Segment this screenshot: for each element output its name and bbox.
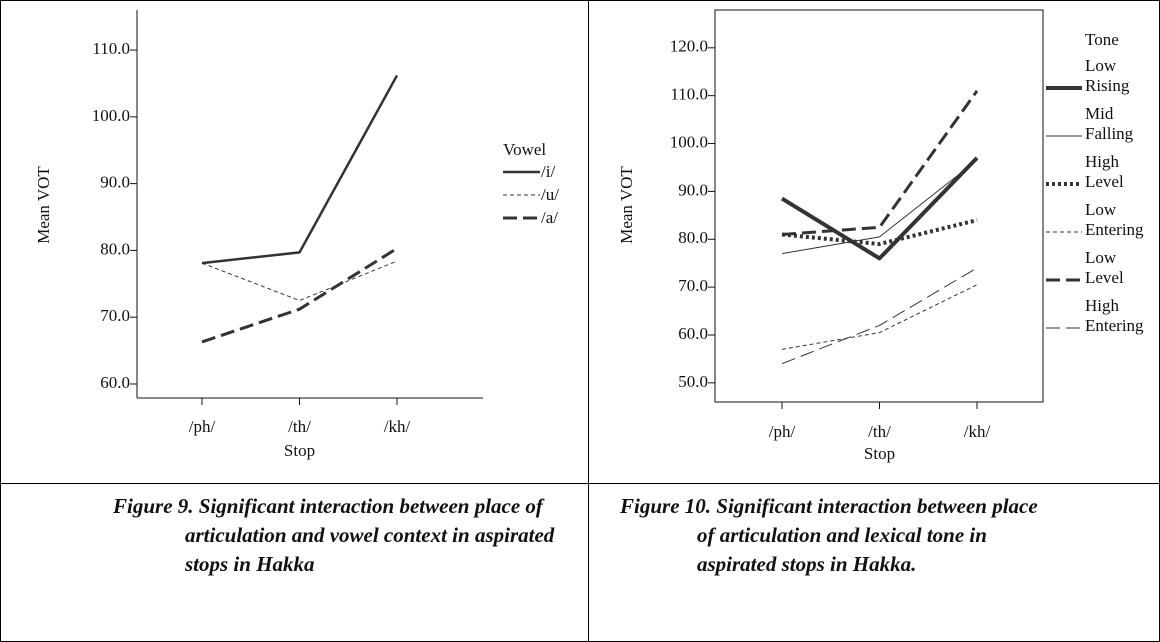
y-tick-label: 80.0 (100, 239, 130, 258)
y-tick-label: 80.0 (678, 228, 708, 247)
y-tick-label: 70.0 (100, 306, 130, 325)
legend-label: /i/ (541, 162, 556, 181)
x-tick-label: /kh/ (384, 417, 411, 436)
y-tick-label: 120.0 (670, 37, 708, 56)
legend-title: Tone (1085, 30, 1119, 49)
y-tick-label: 110.0 (92, 39, 130, 58)
x-tick-label: /th/ (868, 422, 891, 441)
y-tick-label: 90.0 (100, 173, 130, 192)
series-line (201, 74, 399, 265)
y-axis-label: Mean VOT (34, 166, 53, 244)
y-tick-label: 60.0 (678, 324, 708, 343)
y-tick-label: 70.0 (678, 276, 708, 295)
y-tick-label: 50.0 (678, 372, 708, 391)
figure-caption: Figure 10. Significant interaction betwe… (620, 494, 1038, 576)
series-line (781, 159, 978, 255)
x-axis-label: Stop (284, 441, 315, 460)
figure-caption: Figure 9. Significant interaction betwee… (113, 494, 555, 576)
legend-label: /a/ (541, 208, 558, 227)
legend-label: High Entering (1085, 296, 1144, 335)
x-tick-label: /kh/ (964, 422, 991, 441)
legend-label: Low Rising (1085, 56, 1130, 95)
legend-label: Low Entering (1085, 200, 1144, 239)
row-divider (0, 483, 1160, 484)
series-line (781, 284, 978, 350)
x-tick-label: /ph/ (189, 417, 216, 436)
x-tick-label: /th/ (288, 417, 311, 436)
plot-frame (714, 9, 1044, 403)
y-tick-label: 110.0 (670, 85, 708, 104)
y-tick-label: 60.0 (100, 373, 130, 392)
legend-title: Vowel (503, 140, 547, 159)
y-tick-label: 90.0 (678, 180, 708, 199)
y-tick-label: 100.0 (670, 132, 708, 151)
legend-label: Low Level (1085, 248, 1124, 287)
legend-label: High Level (1085, 152, 1124, 191)
legend-label: /u/ (541, 185, 559, 204)
series-line (781, 267, 978, 365)
x-axis-label: Stop (864, 444, 895, 463)
series-line (201, 247, 398, 344)
y-tick-label: 100.0 (92, 106, 130, 125)
legend-label: Mid Falling (1085, 104, 1134, 143)
x-tick-label: /ph/ (769, 422, 796, 441)
series-line (780, 156, 979, 261)
cell-divider (588, 0, 589, 642)
series-line (781, 218, 978, 247)
charts: 60.0 70.0 80.0 90.0 100.0 110.0/ph/ /th/ /kh/St… (34, 9, 1082, 463)
y-axis-label: Mean VOT (617, 166, 636, 244)
series-line (781, 90, 979, 236)
